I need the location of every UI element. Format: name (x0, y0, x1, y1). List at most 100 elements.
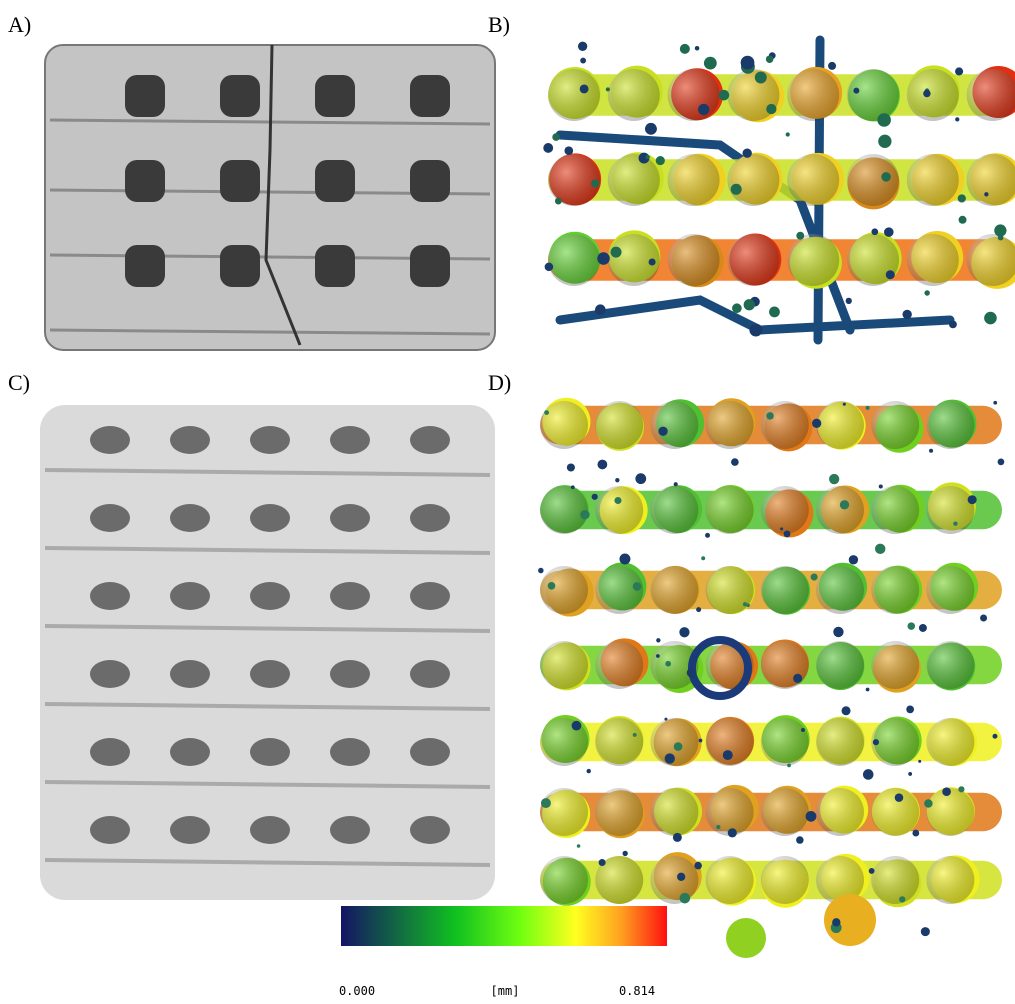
particle (687, 668, 696, 677)
particle (656, 638, 660, 642)
particle (680, 44, 690, 54)
particle (731, 184, 742, 195)
particle (784, 530, 791, 537)
particle (716, 825, 720, 829)
particle (806, 811, 817, 822)
particle (591, 179, 599, 187)
particle (623, 851, 628, 856)
pore (125, 160, 165, 202)
particle (912, 830, 919, 837)
pore (90, 660, 130, 688)
strut-shade (595, 718, 643, 766)
particle (599, 859, 606, 866)
particle (606, 87, 610, 91)
strut-shade (650, 401, 698, 449)
pore (330, 426, 370, 454)
particle (955, 67, 963, 75)
particle (698, 104, 709, 115)
panel-label: D) (488, 370, 511, 395)
colorbar-max: 0.814 (619, 984, 655, 998)
particle (869, 868, 875, 874)
pore (170, 738, 210, 766)
strut-shade (816, 641, 864, 689)
strut-shade (540, 401, 588, 449)
particle (918, 760, 921, 763)
particle (796, 836, 803, 843)
strut-shade (761, 856, 809, 904)
strut-end (824, 894, 876, 946)
particle (833, 627, 843, 637)
pore (90, 426, 130, 454)
strut-shade (816, 566, 864, 614)
particle (994, 224, 1006, 236)
particle (908, 622, 916, 630)
strut-shade (668, 154, 720, 206)
strut-shade (595, 486, 643, 534)
strut-shade (548, 69, 600, 121)
particle (578, 42, 587, 51)
strut-shade (540, 566, 588, 614)
strut-shade (847, 154, 899, 206)
particle (998, 459, 1005, 466)
particle (875, 544, 885, 554)
strut-shade (816, 486, 864, 534)
particle (755, 72, 767, 84)
pore (90, 582, 130, 610)
figure: A) B) C) D) 0.000 [mm] 0.814 (0, 0, 1015, 1004)
particle (679, 627, 689, 637)
particle (673, 833, 682, 842)
strut-shade (595, 401, 643, 449)
particle (749, 324, 762, 337)
particle (538, 568, 544, 574)
strut-shade (540, 788, 588, 836)
strut-shade (608, 154, 660, 206)
strut-shade (871, 566, 919, 614)
particle (580, 510, 589, 519)
particle (635, 473, 646, 484)
pore (315, 160, 355, 202)
particle (871, 228, 878, 235)
particle (572, 721, 582, 731)
particle (592, 494, 598, 500)
panel-label: B) (488, 12, 510, 37)
particle (842, 706, 851, 715)
particle (656, 654, 660, 658)
strut-shade (761, 788, 809, 836)
particle (958, 786, 964, 792)
pore (125, 75, 165, 117)
strut-shade (761, 566, 809, 614)
particle (571, 485, 575, 489)
pore (410, 504, 450, 532)
particle (766, 55, 774, 63)
strut-shade (871, 486, 919, 534)
strut-shade (871, 788, 919, 836)
strut-shade (706, 788, 754, 836)
particle (701, 556, 705, 560)
particle (884, 227, 894, 237)
strut-shade (787, 154, 839, 206)
strut-shade (926, 641, 974, 689)
particle (980, 614, 987, 621)
panel-label: A) (8, 12, 31, 37)
particle (665, 661, 671, 667)
panel-label: C) (8, 370, 30, 395)
strut-shade (926, 856, 974, 904)
particle (769, 307, 780, 318)
pore (250, 738, 290, 766)
pore (220, 245, 260, 287)
strut-shade (761, 486, 809, 534)
particle (895, 793, 904, 802)
pore (220, 75, 260, 117)
pore (90, 504, 130, 532)
particle (955, 117, 959, 121)
strut-shade (540, 856, 588, 904)
particle (849, 555, 858, 564)
particle (615, 478, 619, 482)
pore (330, 582, 370, 610)
particle (728, 828, 737, 837)
pore (250, 426, 290, 454)
particle (953, 521, 957, 525)
particle (766, 412, 774, 420)
strut-shade (761, 718, 809, 766)
pore (410, 75, 450, 117)
